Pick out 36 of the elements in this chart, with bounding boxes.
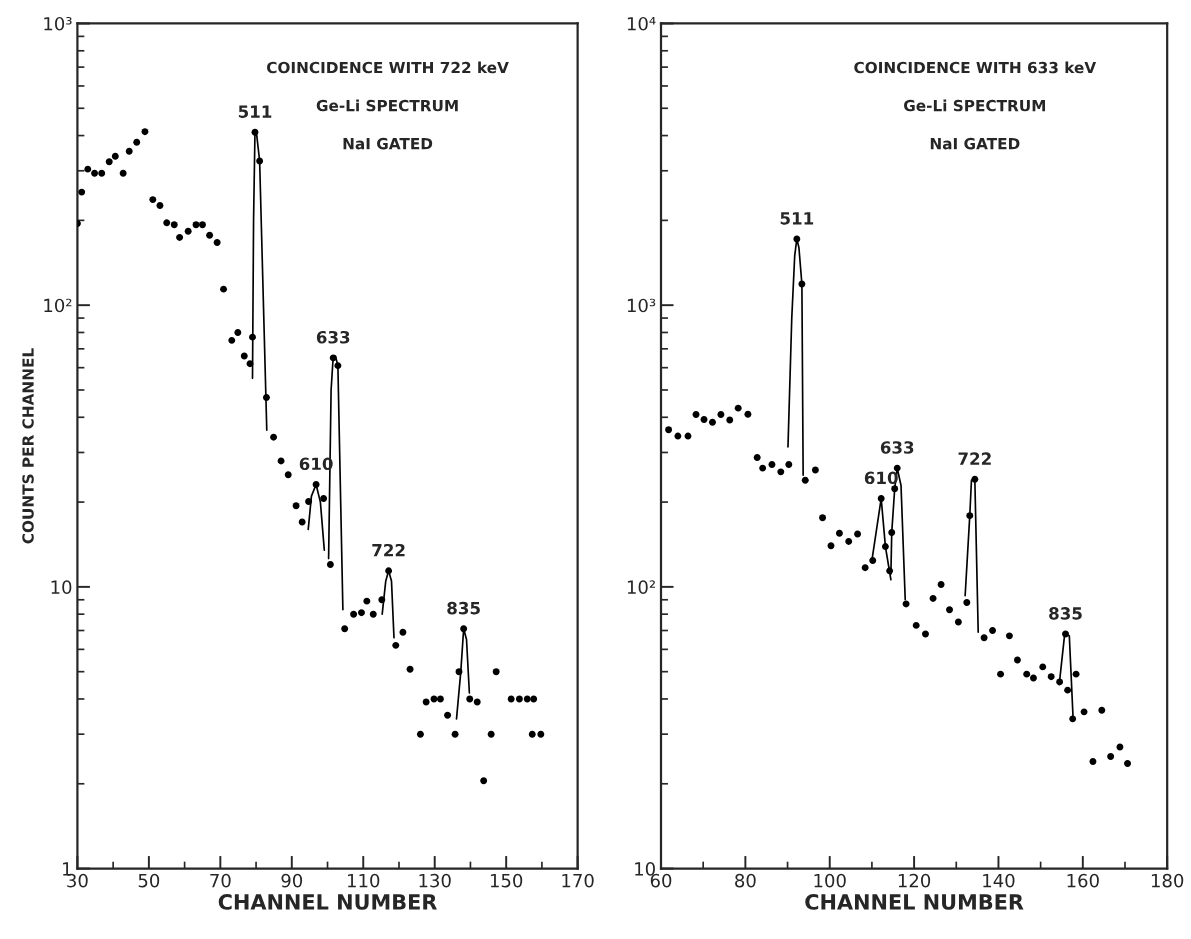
x-tick-label: 80: [735, 873, 756, 888]
y-tick-label: 10²: [44, 298, 72, 313]
annotation: 511: [780, 212, 814, 225]
annotation: NaI GATED: [343, 137, 433, 150]
annotation: 722: [958, 452, 991, 465]
annotation: 835: [447, 601, 480, 615]
annotation: 633: [880, 441, 914, 454]
x-tick-label: 100: [814, 873, 846, 888]
annotation: COINCIDENCE WITH 722 keV: [266, 61, 509, 74]
x-tick-label: 180: [1151, 873, 1184, 888]
y-tick-label: 10: [51, 580, 72, 594]
x-tick-label: 50: [138, 873, 160, 888]
annotation: 511: [238, 105, 272, 118]
x-tick-label: 160: [1067, 873, 1099, 888]
annotation: Ge-Li SPECTRUM: [904, 99, 1046, 112]
y-tick-label: 10³: [627, 298, 656, 313]
annotation: COINCIDENCE WITH 633 keV: [854, 61, 1097, 74]
x-axis-title: CHANNEL NUMBER: [805, 894, 1024, 910]
annotation: 633: [316, 330, 350, 344]
x-tick-label: 150: [490, 873, 523, 888]
annotation: NaI GATED: [930, 137, 1020, 150]
y-tick-label: 10⁴: [627, 16, 656, 31]
annotation: Ge-Li SPECTRUM: [316, 99, 458, 112]
x-tick-label: 110: [348, 873, 380, 888]
annotation: 835: [1049, 607, 1082, 620]
x-tick-label: 70: [210, 873, 231, 888]
y-tick-label: 10³: [44, 16, 72, 31]
x-tick-label: 140: [983, 873, 1015, 888]
x-tick-label: 120: [898, 873, 931, 888]
x-tick-label: 130: [419, 873, 451, 888]
y-tick-label: 10²: [627, 580, 656, 594]
x-axis-title: CHANNEL NUMBER: [218, 894, 437, 910]
x-tick-label: 170: [562, 873, 594, 888]
annotation: 722: [372, 543, 405, 557]
y-axis-title: COUNTS PER CHANNEL: [22, 348, 34, 544]
x-tick-label: 90: [281, 873, 303, 888]
